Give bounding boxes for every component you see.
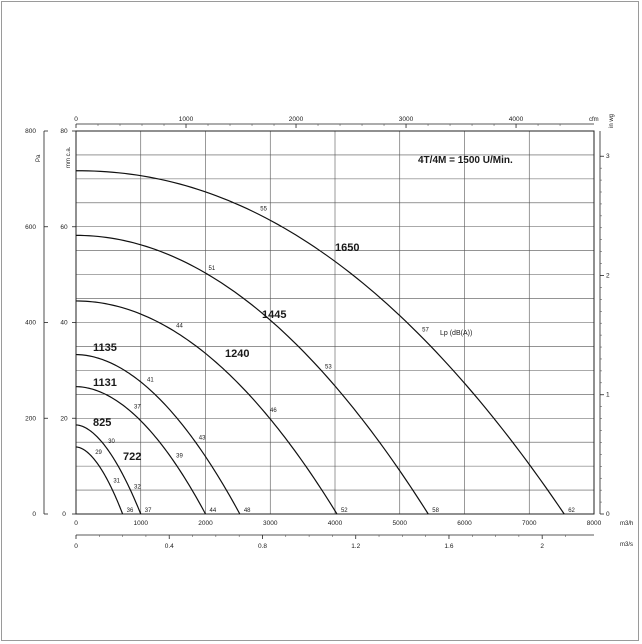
pa-tick-label: 400 [25,320,36,327]
cfm-tick-label: 1000 [179,116,194,123]
cfm-tick-label: 4000 [509,116,524,123]
inwg-axis-unit: in wg [609,114,615,128]
cfm-tick-label: 3000 [399,116,414,123]
fan-curve-1445 [75,234,429,515]
fan-curves [75,170,565,515]
pa-tick-label: 800 [25,128,36,135]
m3h-tick-label: 7000 [522,520,537,527]
curve-label-1650: 1650 [335,242,359,254]
m3h-tick-label: 3000 [263,520,278,527]
inwg-tick-label: 1 [606,392,610,399]
noise-label: 37 [134,405,141,411]
mmca-tick-label: 40 [60,320,68,327]
labels: 1650 55 57 62 1445 51 53 58 1240 44 46 52 1135 41 43 48… [93,207,576,514]
m3s-tick-label: 0 [74,543,78,550]
m3h-tick-label: 0 [74,520,78,527]
pa-tick-label: 0 [32,511,36,518]
noise-label: 62 [568,508,575,514]
fan-curve-1131 [75,386,207,515]
m3h-tick-label: 6000 [457,520,472,527]
m3s-tick-label: 0.8 [258,543,267,550]
noise-unit-label: Lp (dB(A)) [440,330,472,337]
pa-tick-label: 200 [25,415,36,422]
inwg-tick-label: 0 [606,511,610,518]
m3h-tick-label: 1000 [134,520,149,527]
mmca-tick-label: 60 [60,224,68,231]
m3s-tick-label: 1.2 [351,543,360,550]
m3h-tick-label: 5000 [393,520,408,527]
curve-label-1131: 1131 [93,377,117,389]
noise-label: 41 [147,378,154,384]
noise-label: 46 [270,408,277,414]
noise-label: 44 [210,508,217,514]
pa-tick-label: 600 [25,224,36,231]
chart-title: 4T/4M = 1500 U/Min. [418,155,513,166]
m3h-axis-unit: m3/h [620,521,633,527]
fan-curve-722 [75,446,124,515]
mmca-tick-label: 80 [60,128,68,135]
inwg-tick-label: 2 [606,272,610,279]
pa-axis-unit: Pa [36,154,42,162]
noise-label: 52 [341,508,348,514]
noise-label: 31 [113,479,120,485]
curve-label-1445: 1445 [262,309,286,321]
noise-label: 43 [199,436,206,442]
curve-label-722: 722 [123,451,141,463]
m3s-tick-label: 1.6 [444,543,453,550]
noise-label: 51 [209,266,216,272]
grid [75,130,595,515]
cfm-axis-unit: cfm [589,117,599,123]
noise-label: 36 [127,508,134,514]
fan-curve-1135 [75,353,241,515]
noise-label: 39 [176,453,183,459]
m3h-tick-label: 2000 [198,520,213,527]
noise-label: 58 [432,508,439,514]
noise-label: 29 [95,450,102,456]
noise-label: 57 [422,327,429,333]
inwg-tick-label: 3 [606,153,610,160]
noise-label: 53 [325,364,332,370]
mmca-tick-label: 20 [60,415,68,422]
noise-label: 48 [244,508,251,514]
noise-label: 30 [108,439,115,445]
mmca-tick-label: 0 [62,511,66,518]
mmca-axis-unit: mm c.a. [66,146,72,168]
m3s-axis-unit: m3/s [620,542,633,548]
noise-label: 44 [176,323,183,329]
fan-curve-1650 [75,170,565,515]
fan-curve-825 [75,424,142,515]
noise-label: 37 [145,508,152,514]
m3h-tick-label: 4000 [328,520,343,527]
curve-label-1240: 1240 [225,348,249,360]
curve-label-825: 825 [93,417,111,429]
fan-curve-1240 [75,300,338,515]
noise-label: 55 [260,207,267,213]
noise-label: 32 [134,484,141,490]
m3h-tick-label: 8000 [587,520,602,527]
cfm-tick-label: 0 [74,116,78,123]
m3s-tick-label: 2 [540,543,544,550]
m3s-tick-label: 0.4 [165,543,174,550]
curve-label-1135: 1135 [93,342,117,354]
cfm-tick-label: 2000 [289,116,304,123]
